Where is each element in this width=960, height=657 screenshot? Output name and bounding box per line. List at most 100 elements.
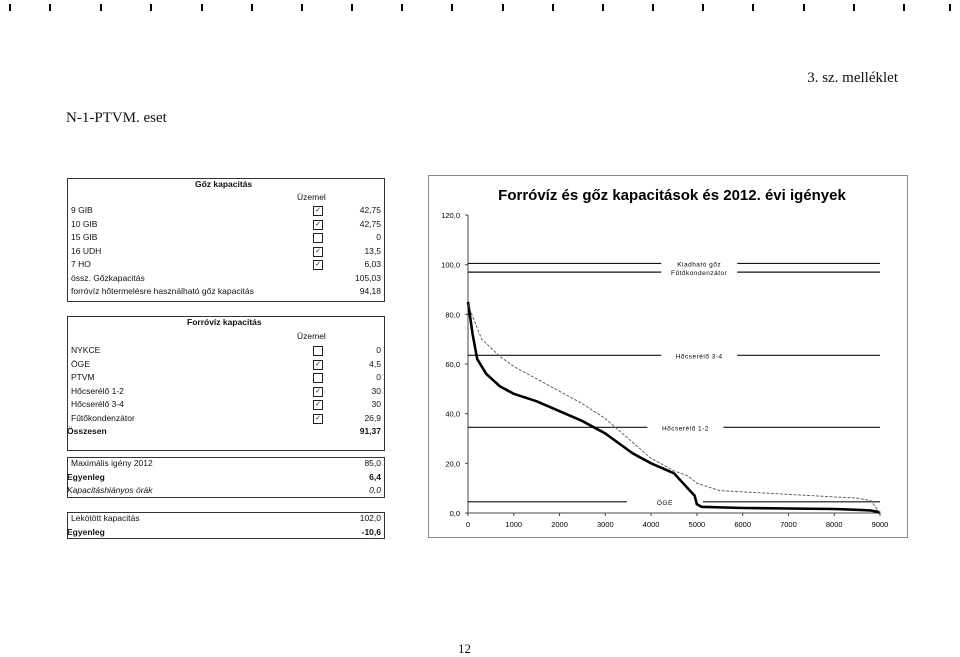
hotwater-capacity-table: Forróvíz kapacitás Üzemel NYKCE 0 ÖGE ✓ 4,5 P…: [67, 316, 385, 451]
status-checkbox[interactable]: ✓: [313, 219, 323, 230]
x-tick-label: 2000: [551, 520, 568, 529]
table-row: 15 GIB 0: [67, 231, 385, 245]
row-value: 6,03: [364, 259, 381, 269]
table-row: ÖGE ✓ 4,5: [67, 358, 385, 372]
row-label: 15 GIB: [71, 232, 98, 242]
chart-frame: [428, 175, 908, 538]
y-tick-label: 120,0: [441, 211, 460, 220]
case-title: N-1-PTVM. eset: [66, 110, 167, 126]
hotwater-total-label: Összesen: [67, 426, 107, 436]
row-label: ÖGE: [71, 358, 90, 369]
max-demand-label: Maximális igény 2012: [71, 458, 153, 468]
steam-heating-value: 94,18: [359, 286, 381, 296]
row-label: 9 GIB: [71, 205, 93, 215]
shortage-hours-value: 0,0: [369, 485, 381, 495]
steam-total-label: össz. Gőzkapacitás: [71, 272, 145, 283]
reference-label: ÖGE: [657, 499, 673, 507]
table-row: PTVM 0: [67, 371, 385, 385]
demand-table: Maximális igény 2012 85,0 Egyenleg 6,4 Kap…: [67, 457, 385, 498]
table-row: 9 GIB ✓ 42,75: [67, 204, 385, 218]
reference-label-bg: [626, 497, 703, 506]
table-row: Hőcserélő 3-4 ✓ 30: [67, 398, 385, 412]
x-tick-label: 6000: [734, 520, 751, 529]
status-checkbox[interactable]: [313, 346, 323, 356]
status-checkbox[interactable]: [313, 373, 323, 383]
contract-table: Lekötött kapacitás 102,0 Egyenleg -10,6: [67, 512, 385, 539]
y-tick-label: 100,0: [441, 261, 460, 270]
table-row: Hőcserélő 1-2 ✓ 30: [67, 385, 385, 399]
reference-label-bg: [661, 351, 738, 360]
x-tick-label: 7000: [780, 520, 797, 529]
row-label: 7 HO: [71, 259, 91, 269]
table-row: 10 GIB ✓ 42,75: [67, 218, 385, 232]
y-tick-label: 0,0: [450, 509, 460, 518]
row-value: 30: [371, 399, 381, 409]
status-checkbox[interactable]: ✓: [313, 413, 323, 424]
row-value: 13,5: [364, 245, 381, 256]
contracted-capacity-label: Lekötött kapacitás: [71, 513, 140, 523]
status-checkbox[interactable]: ✓: [313, 386, 323, 397]
max-demand-value: 85,0: [364, 458, 381, 468]
hotwater-status-header: Üzemel: [297, 331, 326, 341]
reference-label: Kiadható gőz: [677, 261, 721, 268]
scan-top-marks: [9, 4, 951, 11]
row-label: 16 UDH: [71, 245, 102, 256]
page-number: 12: [458, 641, 471, 656]
x-tick-label: 3000: [597, 520, 614, 529]
shortage-hours-label: Kapacitáshiányos órák: [67, 485, 153, 495]
series-line-thick: [466, 301, 881, 515]
row-label: PTVM: [71, 372, 95, 382]
table-row: 7 HO ✓ 6,03: [67, 258, 385, 272]
row-value: 26,9: [364, 412, 381, 423]
status-checkbox[interactable]: ✓: [313, 400, 323, 410]
x-tick-label: 5000: [689, 520, 706, 529]
row-label: Hőcserélő 3-4: [71, 399, 124, 409]
reference-label-bg: [661, 259, 738, 268]
y-tick-label: 60,0: [445, 360, 460, 369]
demand-balance-label: Egyenleg: [67, 471, 105, 482]
steam-table-title: Gőz kapacitás: [195, 179, 253, 189]
x-tick-label: 4000: [643, 520, 660, 529]
reference-label: Hőcserélő 3-4: [676, 353, 723, 360]
demand-balance-value: 6,4: [369, 471, 381, 482]
contract-balance-value: -10,6: [361, 526, 381, 537]
hotwater-total-value: 91,37: [359, 426, 381, 436]
row-value: 0: [376, 232, 381, 242]
row-label: NYKCE: [71, 345, 101, 355]
row-value: 0: [376, 345, 381, 355]
x-tick-label: 8000: [826, 520, 843, 529]
steam-capacity-table: Gőz kapacitás Üzemel 9 GIB ✓ 42,75 10 GIB ✓ 4…: [67, 178, 385, 302]
reference-label-bg: [647, 423, 724, 432]
x-tick-label: 0: [466, 520, 470, 529]
row-label: Hőcserélő 1-2: [71, 385, 124, 396]
row-value: 30: [371, 385, 381, 396]
reference-label: Fűtőkondenzátor: [671, 270, 728, 277]
steam-heating-label: forróvíz hőtermelésre használható gőz ka…: [71, 286, 254, 296]
status-checkbox[interactable]: ✓: [313, 206, 323, 216]
hotwater-table-title: Forróvíz kapacitás: [187, 317, 262, 327]
reference-label-bg: [661, 268, 738, 277]
row-value: 42,75: [359, 218, 381, 229]
table-row: Fűtőkondenzátor ✓ 26,9: [67, 412, 385, 426]
table-row: NYKCE 0: [67, 344, 385, 358]
reference-label: Hőcserélő 1-2: [662, 425, 709, 432]
status-checkbox[interactable]: ✓: [313, 246, 323, 257]
row-value: 0: [376, 372, 381, 382]
steam-total-value: 105,03: [355, 272, 381, 283]
status-checkbox[interactable]: ✓: [313, 260, 323, 270]
row-value: 42,75: [359, 205, 381, 215]
row-label: 10 GIB: [71, 218, 98, 229]
x-tick-label: 1000: [505, 520, 522, 529]
status-checkbox[interactable]: ✓: [313, 359, 323, 370]
capacity-chart: Forróvíz és gőz kapacitások és 2012. évi…: [441, 187, 889, 529]
x-tick-label: 9000: [872, 520, 889, 529]
series-line-thin: [467, 304, 881, 514]
status-checkbox[interactable]: [313, 233, 323, 243]
steam-status-header: Üzemel: [297, 192, 326, 202]
row-label: Fűtőkondenzátor: [71, 412, 135, 423]
y-tick-label: 20,0: [445, 459, 460, 468]
contract-balance-label: Egyenleg: [67, 526, 105, 537]
row-value: 4,5: [369, 358, 381, 369]
y-tick-label: 40,0: [445, 410, 460, 419]
y-tick-label: 80,0: [445, 310, 460, 319]
